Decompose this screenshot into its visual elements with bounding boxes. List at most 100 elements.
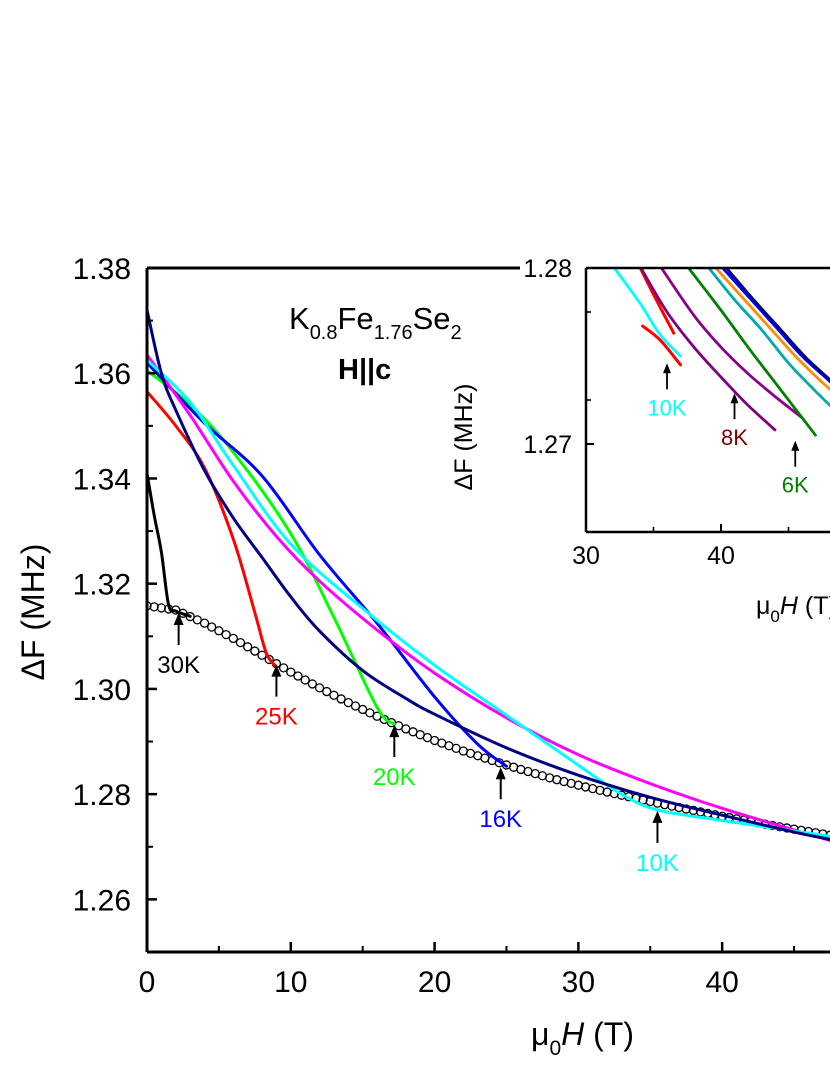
formula-k: K [289,301,310,336]
inset-label-text-6k: 6K [782,473,809,498]
main-label-text-30k: 30K [157,652,200,679]
main-series-14k [147,353,830,842]
inset-label-text-10k: 10K [647,395,686,420]
formula-k-sub: 0.8 [310,322,338,344]
formula-fe-sub: 1.76 [374,322,413,344]
main-label-25k: 25K [255,664,298,731]
inset-x-axis-title: μ0H (T) [756,592,830,626]
inset-y-ticks: 1.27 1.28 [523,255,594,459]
inset-x-tick-label-30: 30 [572,542,600,570]
formula-fe: Fe [338,301,374,336]
background-point [300,675,310,685]
background-point [207,622,217,632]
arrow-head [730,393,739,404]
inset-series-1-5k [724,268,830,382]
background-point [147,601,152,611]
main-label-text-20k: 20K [373,764,416,791]
normal-state-background [147,601,830,840]
background-point [350,701,361,711]
inset-series-5k [707,268,830,408]
inset-x-tick-label-40: 40 [707,542,735,570]
main-label-16k: 16K [479,767,522,833]
main-label-20k: 20K [373,725,416,791]
background-point [329,690,339,700]
arrow-head [173,613,184,626]
background-point [199,618,210,628]
main-label-text-10k: 10K [636,850,679,877]
background-point [235,637,246,648]
background-point [214,626,224,636]
main-series-group [147,308,830,842]
main-series-base [147,308,830,841]
main-y-tick-label-1-34: 1.34 [73,463,131,496]
main-x-title-mu: μ [531,1016,549,1052]
inset-series-fit [638,268,676,335]
formula-annotation: K0.8Fe1.76Se2 [289,301,462,344]
arrow-head [663,363,671,374]
inset-y-axis-title: ΔF (MHz) [450,384,478,491]
main-x-axis-title: μ0H (T) [531,1016,634,1060]
main-y-ticks: 1.26 1.28 1.30 1.32 1.34 1.36 1.38 [73,253,157,917]
inset-series-8k [639,268,777,432]
main-y-axis-title: ΔF (MHz) [15,544,51,681]
inset-y-tick-label-1-28: 1.28 [523,255,572,283]
inset-series-4k [713,268,830,392]
inset-label-text-8k: 8K [721,425,748,450]
background-point [149,602,159,612]
background-point [264,654,274,665]
main-label-30k: 30K [157,613,200,679]
background-point [314,683,325,693]
main-x-tick-label-20: 20 [418,966,451,999]
inset-x-title-mu: μ [756,592,770,620]
formula-se-sub: 2 [451,322,462,344]
main-x-tick-label-40: 40 [705,966,738,999]
main-y-tick-label-1-28: 1.28 [73,779,131,812]
inset-temperature-labels: 10K 8K 6K [647,363,809,498]
formula-se: Se [413,301,451,336]
main-temperature-labels: 30K 25K 20K 16K 10K [157,613,679,877]
main-label-text-25k: 25K [255,704,298,731]
field-direction-annotation: H||c [338,354,391,386]
background-point [336,694,346,704]
inset-series-group [612,268,830,437]
background-point [242,642,253,652]
main-x-ticks: 0 10 20 30 40 [139,942,796,999]
background-point [156,603,167,613]
background-point [221,629,231,640]
background-point [293,671,303,681]
background-point [307,679,318,689]
arrow-head [495,767,506,780]
main-y-tick-label-1-36: 1.36 [73,358,131,391]
inset-series-7k [659,268,804,419]
main-x-tick-label-10: 10 [274,966,307,999]
main-x-title-unit: (T) [584,1016,634,1052]
inset-plot: 30 40 1.27 1.28 10K 8K 6K ΔF (MHz) μ0H (T) [450,255,830,626]
main-label-text-16k: 16K [479,806,522,833]
main-series-12k [147,358,830,838]
main-series-30k [147,471,192,618]
main-y-tick-label-1-38: 1.38 [73,253,131,286]
background-point [322,686,332,697]
background-point [286,667,296,677]
main-x-title-var: H [561,1016,585,1052]
inset-x-title-sub: 0 [770,607,779,626]
main-x-tick-label-30: 30 [562,966,595,999]
inset-x-title-var: H [780,592,799,620]
inset-series-10k [612,268,682,358]
main-plot: 0 10 20 30 40 1.261.281.301.321.341.361.38 3… [15,253,830,1060]
arrow-head [271,664,282,677]
main-y-tick-label-1-32: 1.32 [73,569,131,602]
main-y-tick-label-1-26: 1.26 [73,884,131,917]
arrow-head [652,810,663,823]
background-point [278,663,289,673]
inset-y-tick-label-1-27: 1.27 [523,431,572,459]
arrow-head [791,440,800,451]
inset-label-10k: 10K [647,363,687,420]
inset-series-3k [720,268,830,384]
background-point [343,697,353,708]
inset-label-8k: 8K [721,393,748,450]
inset-x-title-unit: (T) [798,592,830,620]
inset-series-fit-2 [641,324,682,367]
main-series-25k [147,390,278,669]
